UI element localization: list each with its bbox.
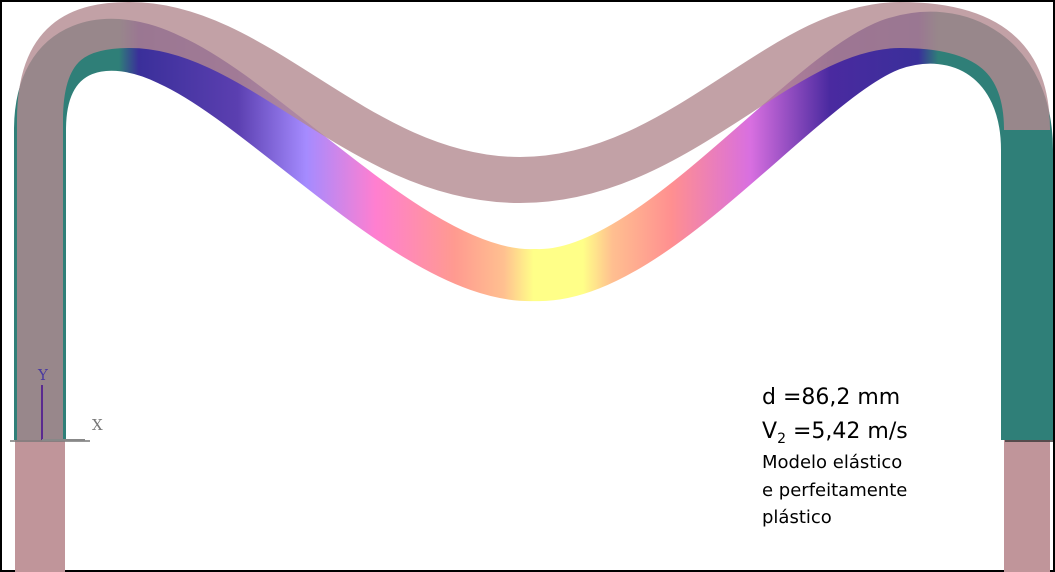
- velocity-value: =5,42 m/s: [793, 419, 908, 444]
- axis-x-label: X: [92, 416, 103, 434]
- model-line: e perfeitamente: [762, 480, 907, 501]
- model-line: Modelo elástico: [762, 452, 902, 473]
- velocity-symbol: V: [762, 419, 777, 444]
- simulation-view: Y X d =86,2 mm V2 =5,42 m/s Modelo elásti…: [0, 0, 1055, 572]
- displacement-label: d =86,2 mm: [762, 385, 900, 410]
- model-line: plástico: [762, 507, 832, 528]
- velocity-subscript: 2: [777, 431, 786, 447]
- axis-y-label: Y: [37, 366, 49, 384]
